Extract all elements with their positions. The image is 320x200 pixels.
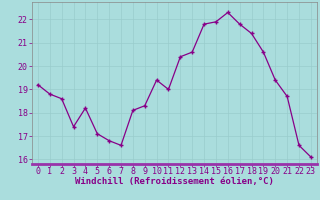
X-axis label: Windchill (Refroidissement éolien,°C): Windchill (Refroidissement éolien,°C) (75, 177, 274, 186)
